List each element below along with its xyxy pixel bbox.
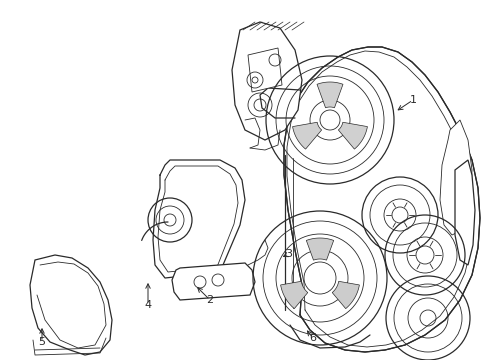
Polygon shape (231, 22, 302, 140)
Polygon shape (331, 281, 359, 309)
Polygon shape (316, 82, 342, 108)
Text: 5: 5 (39, 337, 45, 347)
Polygon shape (305, 238, 333, 260)
Polygon shape (30, 255, 112, 355)
Text: 2: 2 (206, 295, 213, 305)
Text: 6: 6 (309, 333, 316, 343)
Text: 1: 1 (408, 95, 416, 105)
Polygon shape (247, 48, 282, 92)
Polygon shape (439, 120, 471, 235)
Polygon shape (172, 263, 254, 300)
Polygon shape (280, 281, 307, 309)
Polygon shape (284, 47, 479, 352)
Text: 4: 4 (144, 300, 151, 310)
Text: 3: 3 (285, 249, 292, 259)
Polygon shape (292, 122, 321, 149)
Polygon shape (454, 160, 474, 265)
Polygon shape (338, 122, 366, 149)
